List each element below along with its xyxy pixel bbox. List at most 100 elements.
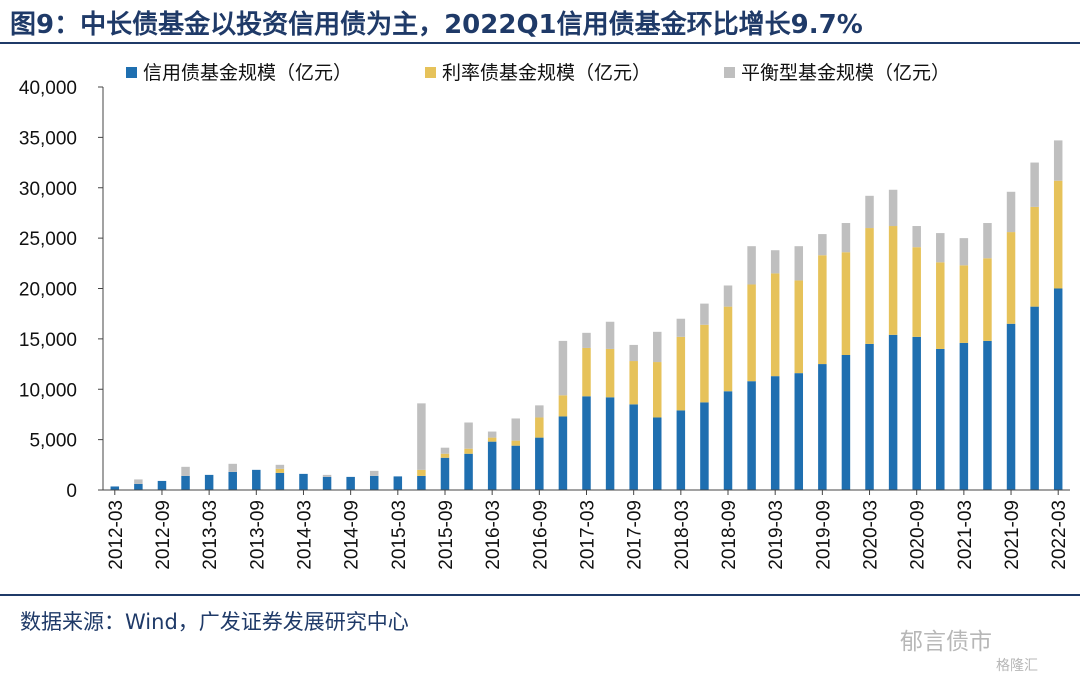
bar-credit-2019-12 bbox=[841, 355, 851, 490]
bar-rate-2019-03 bbox=[770, 273, 780, 377]
bar-balanced-2018-06 bbox=[700, 303, 709, 325]
bar-rate-2020-12 bbox=[936, 262, 945, 349]
bar-credit-2017-03 bbox=[582, 396, 591, 490]
bar-balanced-2021-09 bbox=[1006, 191, 1016, 233]
bar-credit-2020-06 bbox=[888, 334, 898, 490]
bar-credit-2014-12 bbox=[369, 475, 379, 490]
bar-rate-2017-09 bbox=[629, 361, 638, 405]
y-tick-label: 0 bbox=[66, 481, 77, 502]
bar-rate-2016-09 bbox=[535, 417, 544, 438]
bar-balanced-2017-12 bbox=[653, 331, 662, 363]
y-tick-label: 20,000 bbox=[19, 280, 77, 301]
legend-swatch bbox=[126, 67, 137, 78]
bar-credit-2012-03 bbox=[110, 486, 120, 490]
bar-balanced-2019-03 bbox=[770, 250, 780, 274]
bar-credit-2018-09 bbox=[723, 391, 733, 490]
y-tick-label: 25,000 bbox=[19, 229, 77, 250]
bar-balanced-2016-12 bbox=[558, 340, 568, 396]
bar-credit-2012-09 bbox=[157, 480, 167, 490]
bar-rate-2019-09 bbox=[818, 255, 827, 365]
bar-balanced-2021-12 bbox=[1030, 162, 1039, 207]
x-tick-label: 2019-09 bbox=[813, 500, 834, 570]
legend-swatch bbox=[724, 67, 735, 78]
bar-rate-2019-06 bbox=[794, 280, 804, 374]
x-tick-label: 2015-09 bbox=[436, 500, 457, 570]
y-tick-label: 35,000 bbox=[19, 128, 77, 149]
bar-balanced-2018-03 bbox=[676, 318, 686, 337]
bar-rate-2017-12 bbox=[653, 362, 662, 418]
bar-balanced-2015-09 bbox=[440, 447, 450, 454]
bar-rate-2015-09 bbox=[440, 453, 450, 458]
bar-balanced-2015-12 bbox=[464, 422, 473, 449]
legend-label: 利率债基金规模（亿元） bbox=[442, 62, 651, 84]
bar-rate-2017-03 bbox=[582, 347, 591, 397]
bar-rate-2021-06 bbox=[983, 258, 992, 341]
y-tick-label: 10,000 bbox=[19, 380, 77, 401]
bar-balanced-2017-06 bbox=[605, 321, 615, 349]
bar-credit-2020-09 bbox=[912, 336, 921, 490]
x-tick-label: 2013-09 bbox=[247, 500, 268, 570]
bar-balanced-2013-12 bbox=[275, 464, 285, 469]
bar-rate-2022-03 bbox=[1053, 180, 1063, 289]
x-tick-label: 2014-03 bbox=[294, 500, 315, 570]
x-tick-label: 2012-09 bbox=[153, 500, 174, 570]
chart-legend: 信用债基金规模（亿元） 利率债基金规模（亿元） 平衡型基金规模（亿元） bbox=[126, 62, 950, 84]
x-tick-label: 2016-09 bbox=[530, 500, 551, 570]
x-tick-label: 2017-03 bbox=[578, 500, 599, 570]
x-tick-label: 2013-03 bbox=[200, 500, 221, 570]
bar-balanced-2018-12 bbox=[747, 246, 756, 285]
bar-rate-2016-12 bbox=[558, 395, 568, 417]
x-tick-label: 2020-09 bbox=[908, 500, 929, 570]
stacked-bar-chart: 信用债基金规模（亿元） 利率债基金规模（亿元） 平衡型基金规模（亿元） 0 5,000… bbox=[19, 62, 1070, 570]
bar-balanced-2014-12 bbox=[369, 470, 379, 476]
bar-rate-2013-12 bbox=[275, 468, 285, 473]
bar-credit-2013-12 bbox=[275, 472, 285, 490]
bar-rate-2017-06 bbox=[605, 348, 615, 398]
bar-credit-2016-12 bbox=[558, 416, 568, 490]
bar-balanced-2020-03 bbox=[865, 195, 874, 229]
bar-rate-2018-09 bbox=[723, 306, 733, 392]
x-tick-label: 2019-03 bbox=[766, 500, 787, 570]
bottom-rule bbox=[0, 594, 1080, 596]
x-tick-label: 2018-03 bbox=[672, 500, 693, 570]
bar-rate-2019-12 bbox=[841, 252, 851, 355]
x-tick-label: 2016-03 bbox=[483, 500, 504, 570]
y-axis: 0 5,000 10,000 15,000 20,000 25,000 30,000 35,0… bbox=[19, 78, 104, 502]
bar-balanced-2020-09 bbox=[912, 226, 921, 248]
bar-rate-2016-03 bbox=[487, 437, 497, 442]
y-tick-label: 15,000 bbox=[19, 330, 77, 351]
bar-balanced-2014-06 bbox=[322, 474, 332, 477]
watermark: 郁言债市 bbox=[900, 629, 992, 655]
bar-rate-2018-12 bbox=[747, 284, 756, 382]
bar-balanced-2019-06 bbox=[794, 246, 804, 281]
watermark-sub: 格隆汇 bbox=[996, 658, 1038, 674]
bar-balanced-2021-06 bbox=[983, 223, 992, 259]
bar-credit-2017-09 bbox=[629, 404, 638, 490]
bar-credit-2012-06 bbox=[134, 483, 143, 490]
bar-balanced-2018-09 bbox=[723, 285, 733, 307]
bar-credit-2015-06 bbox=[417, 475, 426, 490]
bar-rate-2018-03 bbox=[676, 336, 686, 411]
legend-label: 平衡型基金规模（亿元） bbox=[741, 62, 950, 84]
x-axis: 2012-03 2012-09 2013-03 2013-09 2014-03 2014-… bbox=[103, 489, 1070, 570]
bar-balanced-2012-06 bbox=[134, 479, 143, 484]
bar-balanced-2013-06 bbox=[228, 463, 237, 472]
bar-credit-2013-03 bbox=[204, 474, 214, 490]
legend-label: 信用债基金规模（亿元） bbox=[143, 62, 352, 84]
x-tick-label: 2020-03 bbox=[861, 500, 882, 570]
bar-credit-2017-06 bbox=[605, 397, 615, 490]
bar-credit-2013-06 bbox=[228, 471, 237, 490]
bar-balanced-2016-03 bbox=[487, 431, 497, 438]
bar-credit-2013-09 bbox=[252, 469, 261, 490]
bar-balanced-2012-12 bbox=[181, 466, 190, 476]
bar-rate-2020-09 bbox=[912, 247, 921, 337]
bar-rate-2018-06 bbox=[700, 324, 709, 403]
bar-credit-2021-12 bbox=[1030, 306, 1039, 490]
bar-credit-2015-12 bbox=[464, 453, 473, 490]
bar-rate-2015-06 bbox=[417, 469, 426, 476]
bar-credit-2016-03 bbox=[487, 441, 497, 490]
bar-credit-2020-03 bbox=[865, 343, 874, 490]
bar-credit-2015-03 bbox=[393, 476, 403, 490]
y-tick-label: 30,000 bbox=[19, 179, 77, 200]
x-tick-label: 2022-03 bbox=[1049, 500, 1070, 570]
